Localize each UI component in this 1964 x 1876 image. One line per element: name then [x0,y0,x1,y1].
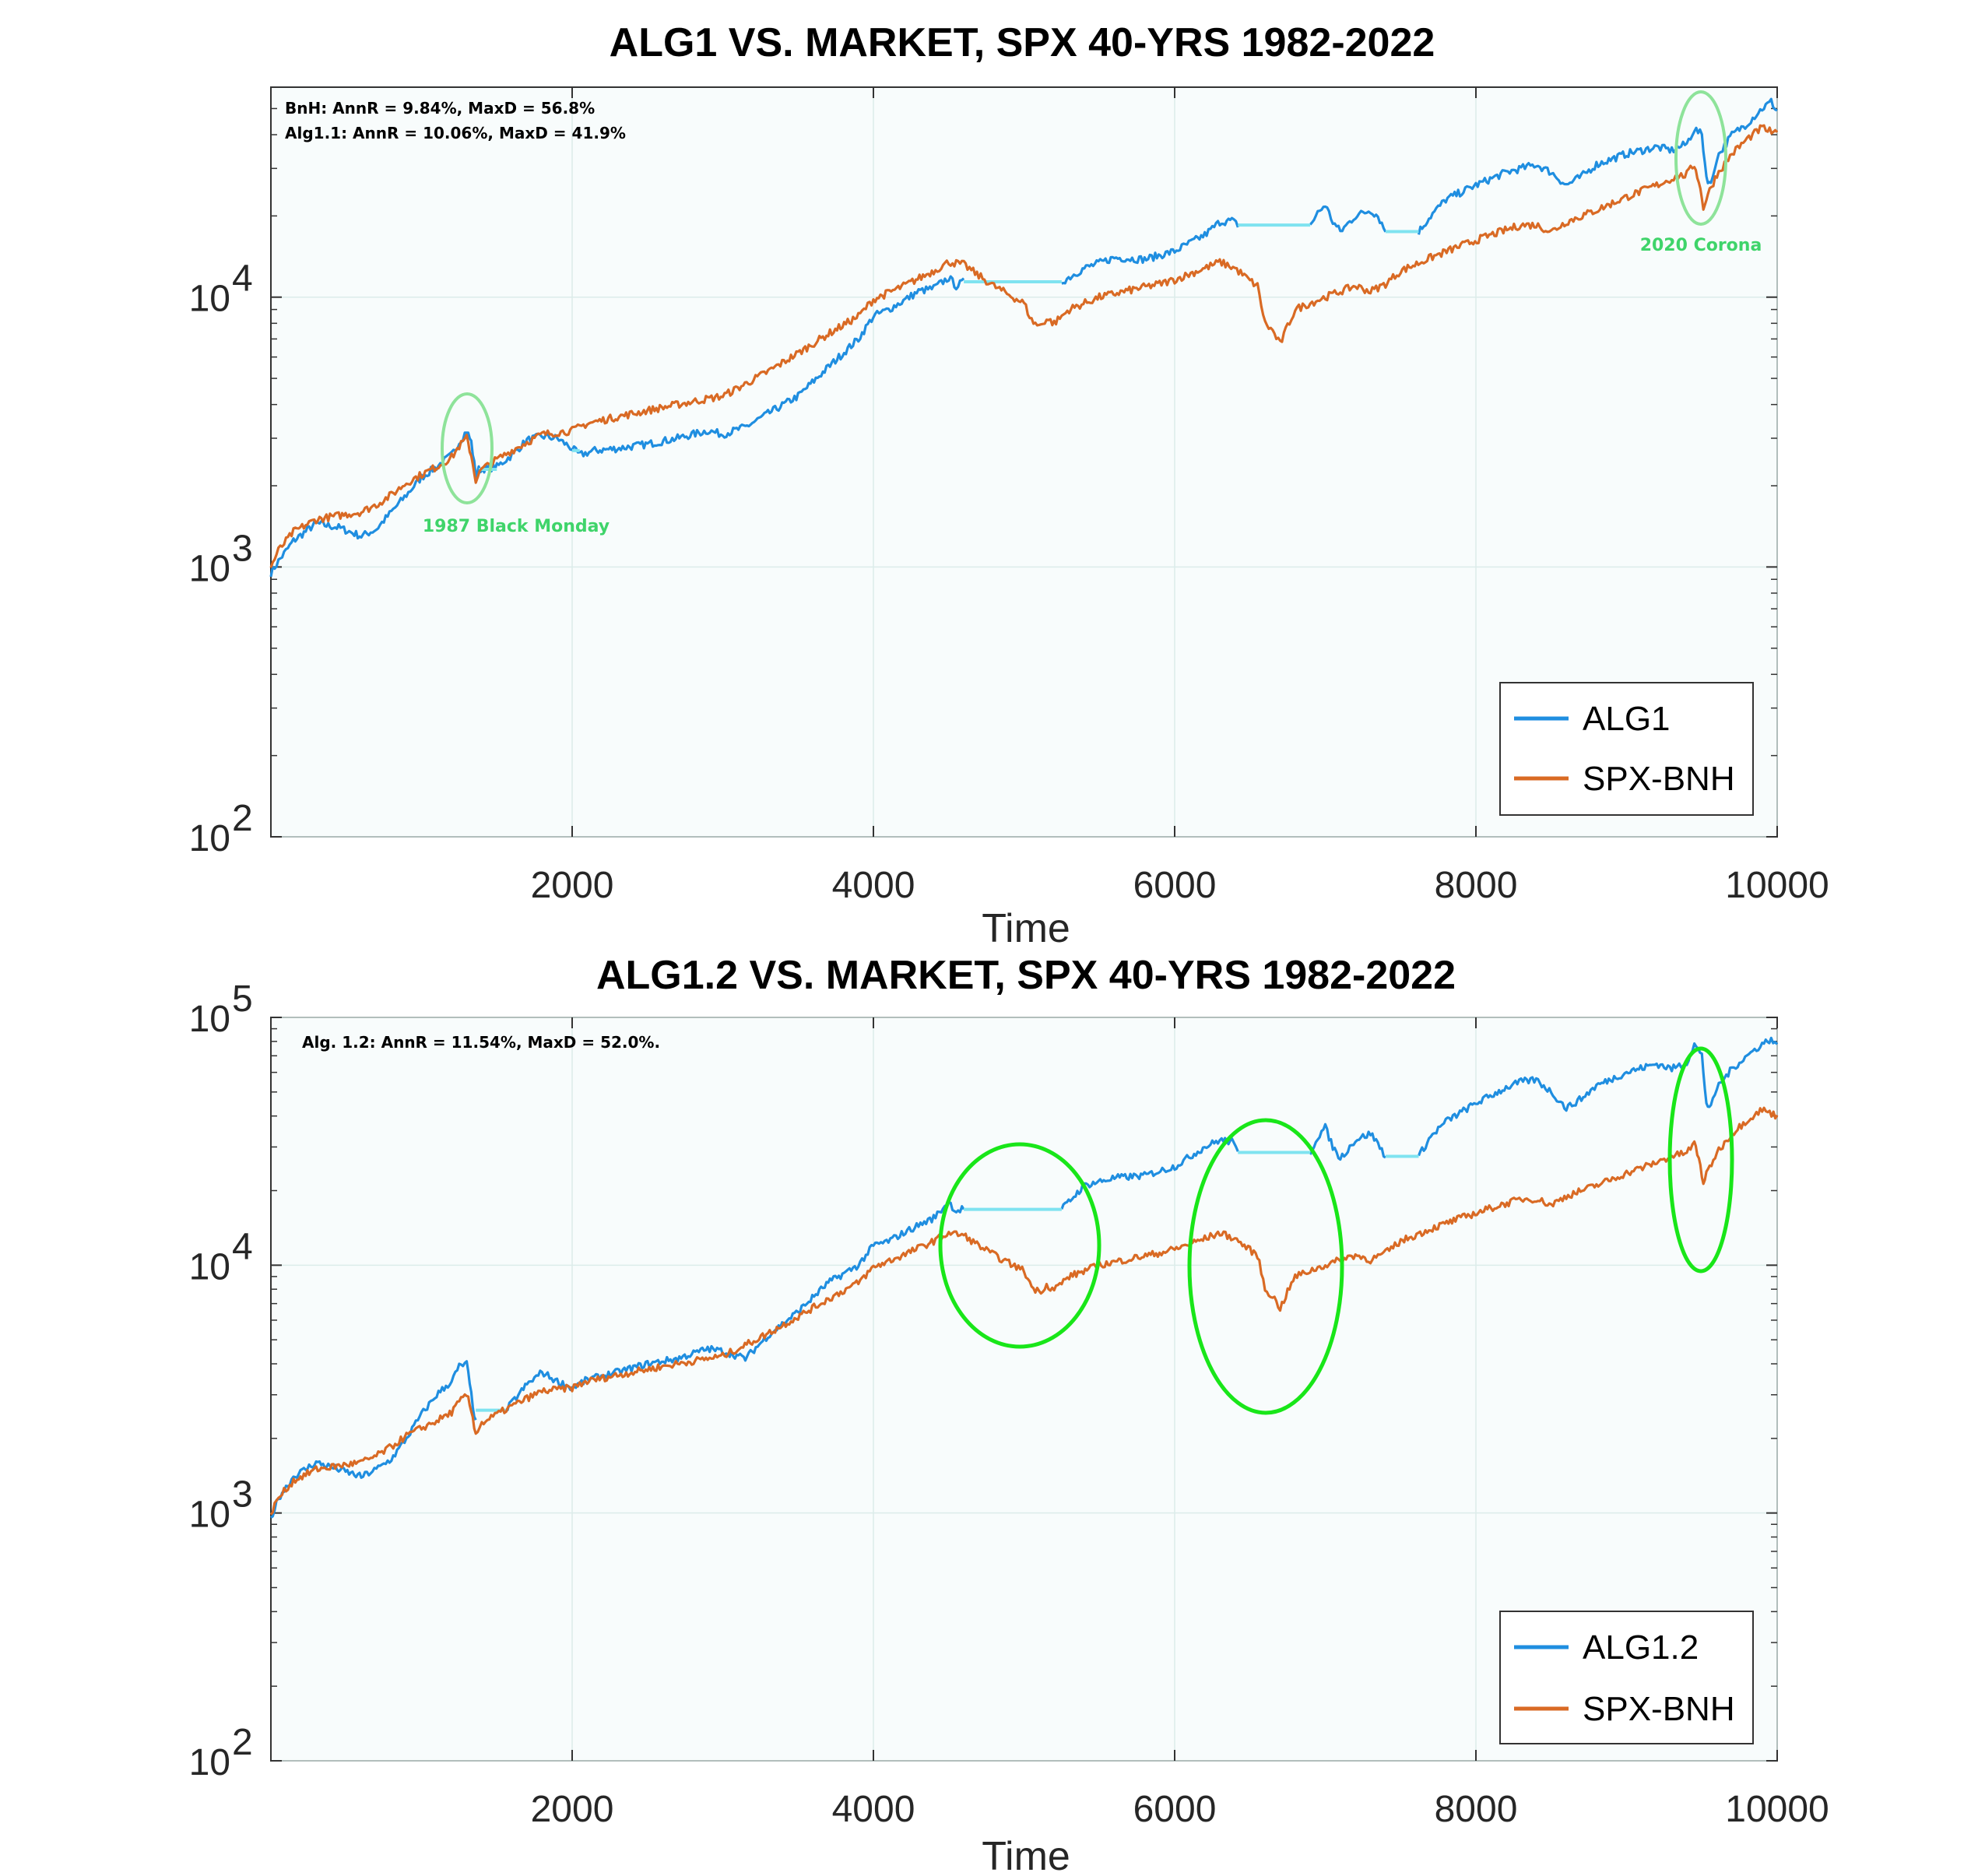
top-legend-alg-label: ALG1 [1583,700,1671,738]
top-alg-line [1309,205,1387,233]
bottom-x-tick-label: 10000 [1725,1789,1829,1830]
top-alg-line [269,275,965,578]
bottom-y-tick-exponent: 2 [232,1722,253,1763]
top-y-tick-label: 10 [189,548,230,589]
bottom-x-axis-label: Time [982,1834,1070,1876]
top-y-tick-exponent: 4 [232,258,253,300]
top-x-ticks: 2000 4000 6000 8000 10000 [531,87,1829,906]
bottom-chart: ALG1.2 VS. MARKET, SPX 40-YRS 1982-2022 … [189,953,1829,1876]
bottom-alg-line [1418,1036,1779,1157]
top-legend: ALG1 SPX-BNH [1499,682,1754,816]
top-stats-line-2: Alg1.1: AnnR = 10.06%, MaxD = 41.9% [285,124,626,142]
top-x-axis-label: Time [982,906,1070,951]
top-chart-title: ALG1 VS. MARKET, SPX 40-YRS 1982-2022 [610,20,1435,65]
corona-label: 2020 Corona [1640,236,1762,255]
bottom-legend-spx-label: SPX-BNH [1583,1690,1735,1728]
black-monday-ellipse [441,392,494,504]
dotcom-ellipse [938,1142,1101,1349]
financial-crisis-ellipse [1187,1118,1344,1415]
bottom-y-tick-label: 10 [189,1246,230,1288]
top-legend-box [1499,682,1754,816]
top-x-tick-label: 2000 [531,865,614,906]
bottom-y-tick-exponent: 5 [232,978,253,1020]
black-monday-label: 1987 Black Monday [423,517,610,536]
bottom-y-tick-exponent: 4 [232,1226,253,1267]
top-alg-line [1061,216,1239,285]
top-spx-line [269,124,1779,568]
bottom-x-tick-label: 2000 [531,1789,614,1830]
bottom-y-tick-label: 10 [189,1742,230,1783]
bottom-chart-title: ALG1.2 VS. MARKET, SPX 40-YRS 1982-2022 [596,953,1456,998]
top-chart: ALG1 VS. MARKET, SPX 40-YRS 1982-2022 20… [189,20,1829,951]
top-y-tick-label: 10 [189,279,230,320]
top-x-tick-label: 8000 [1435,865,1518,906]
top-legend-spx-label: SPX-BNH [1583,760,1735,798]
bottom-spx-line [269,1106,1779,1516]
top-stats-line-1: BnH: AnnR = 9.84%, MaxD = 56.8% [285,99,595,118]
bottom-legend-box [1499,1611,1754,1744]
bottom-legend: ALG1.2 SPX-BNH [1499,1611,1754,1744]
bottom-y-tick-exponent: 3 [232,1474,253,1516]
top-series [269,97,1779,578]
bottom-x-tick-label: 4000 [832,1789,915,1830]
top-y-tick-exponent: 3 [232,528,253,569]
bottom-y-tick-label: 10 [189,999,230,1040]
top-y-tick-label: 10 [189,818,230,859]
bottom-x-ticks: 2000 4000 6000 8000 10000 [531,1017,1829,1830]
bottom-stats-line: Alg. 1.2: AnnR = 11.54%, MaxD = 52.0%. [302,1033,660,1052]
bottom-series [269,1036,1779,1519]
top-x-tick-label: 10000 [1725,865,1829,906]
bottom-legend-alg-label: ALG1.2 [1583,1628,1699,1667]
bottom-x-tick-label: 8000 [1435,1789,1518,1830]
top-alg-line [1417,97,1778,235]
top-x-tick-label: 4000 [832,865,915,906]
corona-ellipse [1674,90,1727,226]
top-grid [271,87,1778,838]
bottom-alg-line [1060,1136,1239,1210]
bottom-alg-line [1309,1122,1386,1161]
bottom-alg-line [270,1360,477,1519]
top-x-tick-label: 6000 [1133,865,1217,906]
top-y-tick-exponent: 2 [232,798,253,839]
bottom-x-tick-label: 6000 [1133,1789,1217,1830]
corona-bottom-ellipse [1667,1046,1734,1274]
bottom-grid [271,1017,1778,1762]
bottom-y-tick-label: 10 [189,1495,230,1536]
